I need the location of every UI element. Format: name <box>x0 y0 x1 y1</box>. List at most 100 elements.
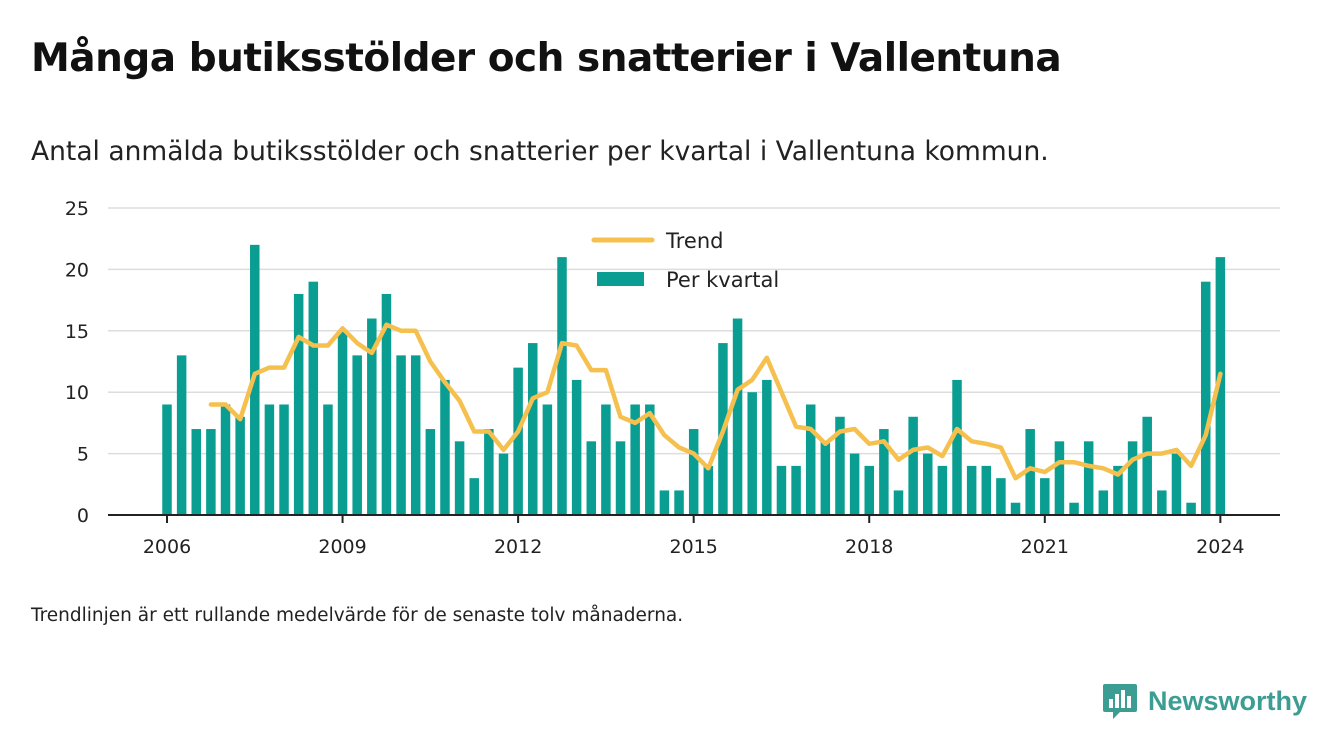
y-tick-label: 10 <box>65 382 89 404</box>
bar <box>601 404 611 515</box>
bar <box>1069 502 1079 515</box>
y-tick-label: 25 <box>65 198 89 220</box>
bar <box>923 453 933 515</box>
bar <box>659 490 670 515</box>
bar <box>1157 490 1167 515</box>
bar <box>893 490 904 515</box>
y-axis-labels: 0 5 10 15 20 25 <box>65 198 89 527</box>
bar <box>1025 429 1035 515</box>
bar <box>571 379 582 515</box>
bar <box>206 429 216 515</box>
trend-footnote: Trendlinjen är ett rullande medelvärde f… <box>31 605 684 626</box>
bar <box>630 404 640 515</box>
bar <box>1040 478 1050 515</box>
bar <box>396 355 406 515</box>
chart-subtitle: Antal anmälda butiksstölder och snatteri… <box>31 136 1049 167</box>
y-tick-label: 5 <box>77 444 89 466</box>
bar <box>425 429 436 515</box>
legend-bars-swatch <box>597 272 644 286</box>
bar <box>440 379 450 515</box>
bar <box>674 490 684 515</box>
trend-line <box>208 322 1223 481</box>
bar <box>966 465 977 515</box>
bar <box>542 404 553 515</box>
bar <box>908 416 918 515</box>
x-tick-label: 2024 <box>1196 536 1244 558</box>
bar <box>220 404 231 515</box>
bar <box>293 293 304 515</box>
bar <box>191 429 202 515</box>
bar <box>645 404 655 515</box>
brand-logo[interactable]: Newsworthy <box>1102 683 1307 719</box>
bar <box>352 355 362 515</box>
bar <box>1113 465 1123 515</box>
bar <box>805 404 816 515</box>
x-tick-label: 2015 <box>670 536 718 558</box>
y-tick-label: 20 <box>65 259 89 281</box>
bar <box>367 318 377 515</box>
bar <box>498 453 509 515</box>
bar <box>162 404 172 515</box>
x-tick-label: 2021 <box>1021 536 1069 558</box>
bar <box>454 441 465 515</box>
bar <box>513 367 523 515</box>
bar <box>337 330 348 515</box>
chart-title: Många butiksstölder och snatterier i Val… <box>31 36 1062 81</box>
bar <box>586 441 597 515</box>
bar <box>323 404 333 515</box>
bar <box>1171 453 1182 515</box>
legend-bars-label: Per kvartal <box>666 268 779 292</box>
bar <box>864 465 874 515</box>
bar <box>279 404 289 515</box>
x-tick-label: 2006 <box>143 536 191 558</box>
bar <box>1215 257 1226 515</box>
bar <box>747 392 757 515</box>
bar <box>849 453 860 515</box>
bar <box>1098 490 1109 515</box>
bar <box>879 429 889 515</box>
x-axis <box>108 514 1280 523</box>
bar <box>381 293 392 515</box>
bar <box>557 257 567 515</box>
bar <box>732 318 743 515</box>
bar <box>776 465 787 515</box>
bar <box>981 465 992 515</box>
bar <box>791 465 801 515</box>
bar <box>762 379 772 515</box>
bar <box>264 404 275 515</box>
legend-trend-label: Trend <box>665 229 723 253</box>
bar <box>703 465 714 515</box>
bar <box>615 441 626 515</box>
x-tick-label: 2012 <box>494 536 542 558</box>
bar <box>528 343 538 515</box>
bar <box>410 355 421 515</box>
bar <box>835 416 845 515</box>
bar <box>1186 502 1196 515</box>
bar <box>1142 416 1152 515</box>
x-tick-label: 2018 <box>845 536 893 558</box>
bar <box>469 478 479 515</box>
bar <box>952 379 962 515</box>
bar <box>1054 441 1065 515</box>
bar <box>937 465 948 515</box>
bar <box>820 441 831 515</box>
bar-series <box>162 244 1226 515</box>
bar <box>1200 281 1211 515</box>
legend: Trend Per kvartal <box>591 229 779 292</box>
x-axis-labels: 2006 2009 2012 2015 2018 2021 2024 <box>143 536 1245 558</box>
bar <box>688 429 699 515</box>
bar <box>996 478 1006 515</box>
bar <box>1083 441 1094 515</box>
newsworthy-logo-icon <box>1103 684 1137 719</box>
y-tick-label: 15 <box>65 321 89 343</box>
trend-series <box>208 322 1223 481</box>
bar <box>1127 441 1138 515</box>
bar <box>308 281 319 515</box>
bar <box>176 355 187 515</box>
brand-name: Newsworthy <box>1148 685 1308 716</box>
y-tick-label: 0 <box>77 505 89 527</box>
x-tick-label: 2009 <box>318 536 366 558</box>
bar <box>484 429 494 515</box>
bar <box>1010 502 1021 515</box>
